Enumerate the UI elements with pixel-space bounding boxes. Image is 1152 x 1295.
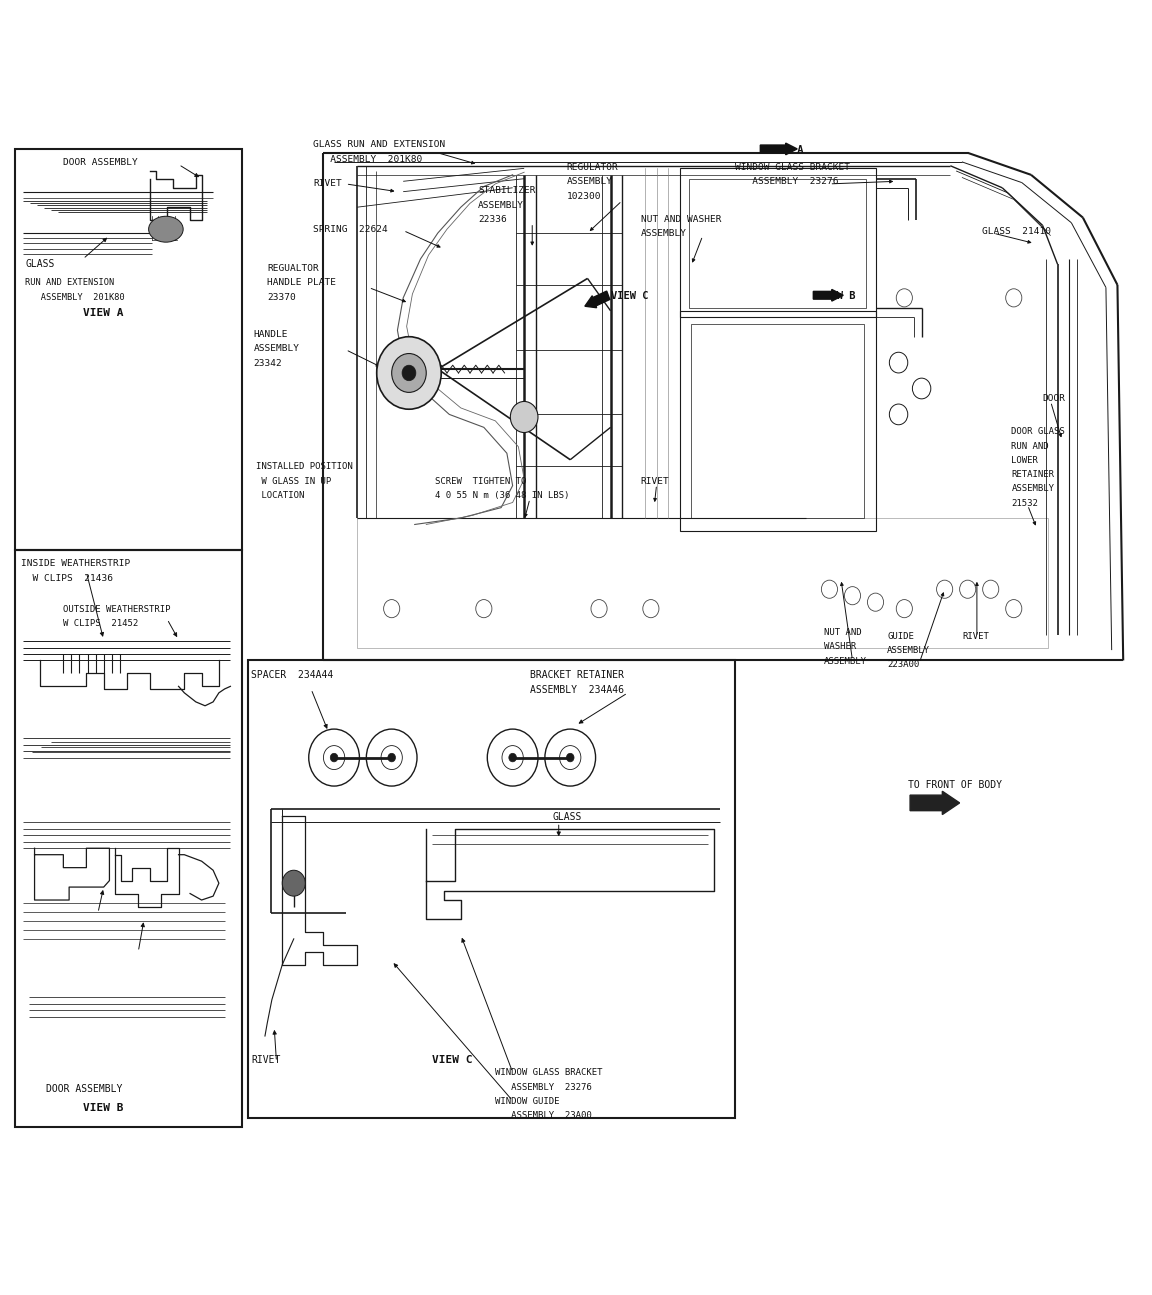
Text: SPACER  234A44: SPACER 234A44 xyxy=(251,670,333,680)
Text: 21532: 21532 xyxy=(1011,499,1038,508)
Text: SPRING  22624: SPRING 22624 xyxy=(313,225,388,234)
Text: INSIDE WEATHERSTRIP: INSIDE WEATHERSTRIP xyxy=(21,559,130,569)
Text: RUN AND: RUN AND xyxy=(1011,442,1049,451)
Text: GUIDE: GUIDE xyxy=(887,632,914,641)
Text: 223A00: 223A00 xyxy=(887,660,919,670)
Text: W CLIPS  21436: W CLIPS 21436 xyxy=(21,574,113,583)
Text: ASSEMBLY: ASSEMBLY xyxy=(1011,484,1054,493)
FancyArrow shape xyxy=(910,791,960,815)
Text: W CLIPS  21452: W CLIPS 21452 xyxy=(63,619,138,628)
Text: HANDLE: HANDLE xyxy=(253,330,288,339)
Bar xyxy=(691,324,864,518)
Text: ASSEMBLY  201K80: ASSEMBLY 201K80 xyxy=(313,155,423,164)
Text: VIEW B: VIEW B xyxy=(83,1103,124,1114)
Text: TO FRONT OF BODY: TO FRONT OF BODY xyxy=(908,780,1002,790)
Circle shape xyxy=(402,365,416,381)
Text: INSTALLED POSITION: INSTALLED POSITION xyxy=(256,462,353,471)
Text: ASSEMBLY: ASSEMBLY xyxy=(253,344,300,354)
Text: VIEW A: VIEW A xyxy=(83,308,124,319)
Text: 23370: 23370 xyxy=(267,293,296,302)
Circle shape xyxy=(388,754,395,761)
Bar xyxy=(357,518,1048,648)
Circle shape xyxy=(392,354,426,392)
Text: WINDOW GLASS BRACKET: WINDOW GLASS BRACKET xyxy=(735,163,850,172)
Text: WINDOW GLASS BRACKET: WINDOW GLASS BRACKET xyxy=(495,1068,602,1077)
Circle shape xyxy=(331,754,338,761)
Bar xyxy=(680,168,876,317)
Text: GLASS: GLASS xyxy=(25,259,54,269)
Bar xyxy=(248,660,735,1118)
Circle shape xyxy=(510,401,538,433)
Ellipse shape xyxy=(149,216,183,242)
Text: REGUALTOR: REGUALTOR xyxy=(267,264,319,273)
Text: ASSEMBLY: ASSEMBLY xyxy=(824,657,866,666)
Bar xyxy=(689,179,866,308)
Text: 4 0 55 N m (36 48 IN LBS): 4 0 55 N m (36 48 IN LBS) xyxy=(435,491,570,500)
Text: ASSEMBLY  234A46: ASSEMBLY 234A46 xyxy=(530,685,624,695)
Text: 23342: 23342 xyxy=(253,359,282,368)
Text: ASSEMBLY: ASSEMBLY xyxy=(567,177,613,186)
Text: BRACKET RETAINER: BRACKET RETAINER xyxy=(530,670,624,680)
FancyArrow shape xyxy=(760,144,797,154)
Text: RIVET: RIVET xyxy=(641,477,669,486)
Text: NUT AND: NUT AND xyxy=(824,628,862,637)
Text: STABILIZER: STABILIZER xyxy=(478,186,536,196)
FancyArrow shape xyxy=(813,290,843,300)
Text: RIVET: RIVET xyxy=(251,1055,280,1066)
Text: RIVET: RIVET xyxy=(962,632,988,641)
Text: RETAINER: RETAINER xyxy=(1011,470,1054,479)
Text: 22336: 22336 xyxy=(478,215,507,224)
Text: ASSEMBLY  23276: ASSEMBLY 23276 xyxy=(495,1083,592,1092)
Text: DOOR GLASS: DOOR GLASS xyxy=(1011,427,1066,436)
Text: VIEW A: VIEW A xyxy=(766,145,804,155)
Text: SCREW  TIGHTEN TO: SCREW TIGHTEN TO xyxy=(435,477,526,486)
Text: DOOR: DOOR xyxy=(1043,394,1066,403)
Text: GLASS  21410: GLASS 21410 xyxy=(982,227,1051,236)
Text: OUTSIDE WEATHERSTRIP: OUTSIDE WEATHERSTRIP xyxy=(63,605,170,614)
Bar xyxy=(680,311,876,531)
Text: 102300: 102300 xyxy=(567,192,601,201)
Circle shape xyxy=(282,870,305,896)
Text: W GLASS IN UP: W GLASS IN UP xyxy=(256,477,331,486)
Circle shape xyxy=(509,754,516,761)
Text: GLASS RUN AND EXTENSION: GLASS RUN AND EXTENSION xyxy=(313,140,446,149)
Text: RUN AND EXTENSION: RUN AND EXTENSION xyxy=(25,278,114,287)
Text: VIEW C: VIEW C xyxy=(611,291,649,302)
Text: LOWER: LOWER xyxy=(1011,456,1038,465)
Text: VIEW C: VIEW C xyxy=(432,1055,472,1066)
Text: ASSEMBLY: ASSEMBLY xyxy=(887,646,930,655)
Text: VIEW B: VIEW B xyxy=(818,291,856,302)
Bar xyxy=(15,550,242,1127)
Text: ASSEMBLY  23276: ASSEMBLY 23276 xyxy=(735,177,839,186)
Text: LOCATION: LOCATION xyxy=(256,491,304,500)
FancyArrow shape xyxy=(585,291,609,308)
Text: DOOR ASSEMBLY: DOOR ASSEMBLY xyxy=(63,158,138,167)
Text: ASSEMBLY  201K80: ASSEMBLY 201K80 xyxy=(25,293,126,302)
Text: REGULATOR: REGULATOR xyxy=(567,163,619,172)
Circle shape xyxy=(377,337,441,409)
Text: WINDOW GUIDE: WINDOW GUIDE xyxy=(495,1097,560,1106)
Text: NUT AND WASHER: NUT AND WASHER xyxy=(641,215,721,224)
Text: GLASS: GLASS xyxy=(553,812,582,822)
Circle shape xyxy=(567,754,574,761)
Text: HANDLE PLATE: HANDLE PLATE xyxy=(267,278,336,287)
Text: ASSEMBLY: ASSEMBLY xyxy=(641,229,687,238)
Text: RIVET: RIVET xyxy=(313,179,342,188)
Text: ASSEMBLY: ASSEMBLY xyxy=(478,201,524,210)
Text: ASSEMBLY  23A00: ASSEMBLY 23A00 xyxy=(495,1111,592,1120)
Bar xyxy=(15,149,242,550)
Text: WASHER: WASHER xyxy=(824,642,856,651)
Text: DOOR ASSEMBLY: DOOR ASSEMBLY xyxy=(46,1084,122,1094)
